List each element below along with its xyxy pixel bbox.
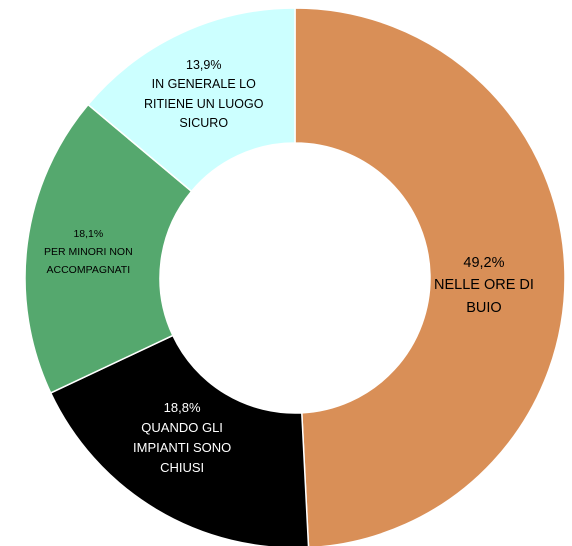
slice-text-line: IN GENERALE LO [151, 77, 256, 92]
slice-pct-label: 13,9% [186, 58, 222, 72]
slice-pct-label: 18,1% [73, 228, 104, 240]
slice-pct-label: 49,2% [463, 255, 505, 271]
slice-text-line: IMPIANTI SONO [133, 440, 232, 456]
slice-text-line: RITIENE UN LUOGO [144, 96, 264, 111]
slice-text-line: QUANDO GLI [141, 420, 223, 436]
slice-text-line: SICURO [179, 116, 229, 131]
slice-pct-label: 18,8% [163, 400, 201, 415]
slice-label-minori-non-accompagnati: 18,1% PER MINORI NON ACCOMPAGNATI [44, 226, 133, 280]
slice-label-nelle-ore-di-buio: 49,2% NELLE ORE DI BUIO [434, 252, 534, 319]
slice-text-line: BUIO [466, 299, 502, 316]
slice-text-line: PER MINORI NON [44, 245, 133, 258]
slice-label-impianti-chiusi: 18,8% QUANDO GLI IMPIANTI SONO CHIUSI [133, 398, 231, 479]
donut-slice-2 [24, 103, 193, 394]
slice-text-line: ACCOMPAGNATI [46, 263, 131, 276]
slice-text-line: CHIUSI [160, 460, 205, 476]
slice-text-line: NELLE ORE DI [434, 277, 534, 294]
slice-label-luogo-sicuro: 13,9% IN GENERALE LO RITIENE UN LUOGO SI… [144, 56, 263, 134]
donut-slice-3 [86, 7, 296, 193]
donut-slice-0 [294, 7, 566, 546]
donut-slice-1 [49, 334, 310, 546]
